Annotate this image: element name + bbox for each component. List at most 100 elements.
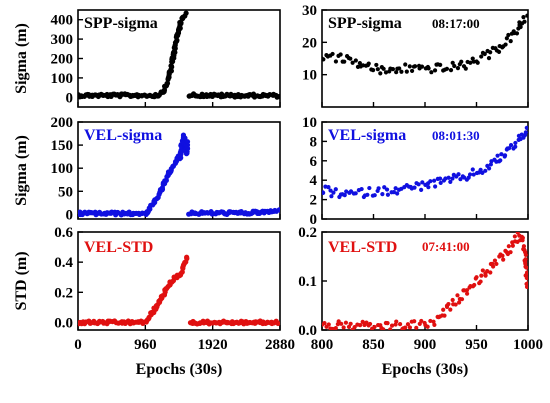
panel-title: VEL-STD: [328, 239, 397, 256]
y-tick-label: 10: [302, 68, 317, 84]
data-point: [464, 288, 470, 293]
data-point: [378, 71, 383, 76]
data-point: [446, 175, 451, 180]
data-point: [322, 190, 326, 196]
y-axis-label: Sigma (m): [13, 23, 30, 94]
data-point: [391, 190, 397, 195]
data-point: [276, 207, 280, 213]
x-tick-label: 950: [465, 337, 488, 353]
data-point: [333, 326, 338, 330]
data-point: [352, 325, 357, 330]
panel-title: VEL-sigma: [328, 127, 406, 144]
data-point: [409, 68, 415, 74]
data-point: [466, 175, 471, 180]
data-point: [357, 60, 362, 66]
data-point: [184, 139, 191, 145]
data-point: [412, 185, 417, 190]
y-tick-label: 50: [58, 184, 73, 200]
data-point: [385, 192, 391, 197]
data-point: [488, 162, 493, 167]
series-markers: [322, 232, 528, 330]
data-point: [448, 307, 453, 312]
data-point: [472, 282, 477, 288]
series-markers: [322, 13, 528, 76]
data-point: [333, 187, 338, 192]
data-point: [381, 327, 386, 330]
data-point: [399, 69, 404, 74]
data-point: [525, 281, 528, 286]
data-point: [381, 66, 386, 71]
x-axis-label: Epochs (30s): [382, 361, 469, 378]
data-point: [458, 177, 463, 182]
data-point: [372, 324, 377, 330]
data-point: [507, 146, 512, 151]
data-point: [333, 59, 339, 64]
data-point: [442, 313, 447, 318]
panel-title: VEL-STD: [84, 239, 153, 256]
data-point: [486, 56, 492, 61]
data-point: [353, 58, 358, 63]
data-point: [506, 244, 511, 249]
y-tick-label: 0: [66, 90, 74, 106]
data-point: [492, 258, 498, 263]
y-tick-label: 4: [310, 173, 318, 189]
data-point: [343, 320, 349, 325]
x-tick-label: 0: [74, 337, 82, 353]
data-point: [275, 320, 280, 327]
data-point: [405, 322, 411, 327]
data-point: [429, 70, 434, 75]
data-point: [348, 56, 353, 61]
y-tick-label: 10: [302, 115, 317, 131]
data-point: [403, 325, 408, 330]
data-point: [432, 322, 437, 327]
data-point: [432, 178, 437, 183]
data-point: [491, 264, 496, 269]
data-point: [322, 320, 327, 326]
y-tick-label: 20: [302, 35, 317, 51]
data-point: [510, 243, 515, 248]
data-point: [463, 66, 468, 71]
data-point: [350, 60, 355, 65]
y-tick-label: 8: [310, 134, 318, 150]
data-point: [412, 64, 418, 69]
time-label: 08:17:00: [432, 16, 480, 31]
data-point: [518, 24, 523, 30]
data-point: [366, 61, 371, 66]
y-tick-label: 0.2: [54, 285, 73, 301]
data-point: [521, 15, 526, 20]
data-point: [459, 297, 465, 302]
plot-frame: [77, 231, 281, 331]
data-point: [520, 238, 525, 243]
data-point: [450, 60, 455, 65]
data-point: [523, 252, 528, 258]
y-tick-label: 0: [310, 212, 318, 228]
panel-title: VEL-sigma: [84, 127, 162, 144]
data-point: [374, 62, 379, 68]
data-point: [474, 275, 479, 280]
data-point: [276, 93, 280, 100]
data-point: [496, 49, 502, 54]
data-point: [480, 170, 485, 175]
data-point: [455, 66, 461, 71]
y-tick-label: 100: [51, 71, 74, 87]
data-point: [389, 323, 395, 328]
data-point: [443, 176, 448, 181]
series-markers: [322, 125, 528, 200]
data-point: [441, 307, 446, 312]
data-point: [407, 325, 413, 330]
data-point: [488, 50, 493, 55]
data-point: [438, 180, 443, 186]
data-point: [416, 182, 421, 187]
data-point: [456, 172, 461, 177]
data-point: [525, 13, 528, 18]
data-point: [183, 10, 189, 16]
data-point: [479, 54, 484, 59]
data-point: [426, 66, 431, 71]
data-point: [388, 327, 393, 330]
y-tick-label: 0.0: [298, 323, 317, 339]
y-tick-label: 2: [310, 193, 318, 209]
x-tick-label: 1920: [198, 337, 228, 353]
data-point: [397, 66, 402, 71]
data-point: [464, 291, 470, 296]
y-tick-label: 0.6: [54, 225, 73, 241]
